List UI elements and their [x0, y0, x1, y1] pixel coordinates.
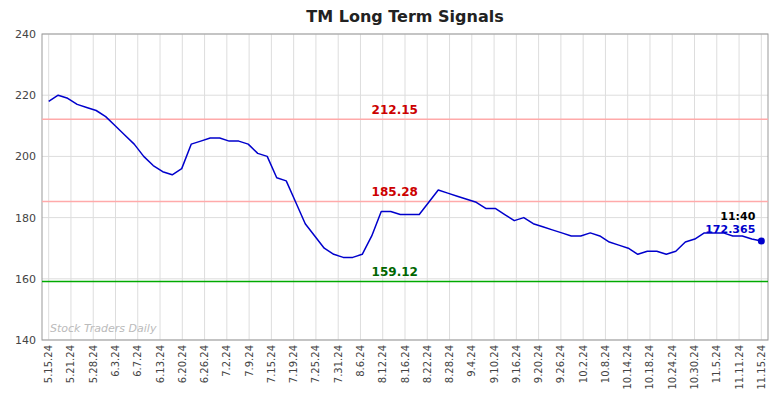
x-tick-label: 11.5.24	[711, 345, 722, 383]
x-tick-label: 8.22.24	[422, 345, 433, 383]
last-point-annotation: 11:40	[720, 210, 755, 223]
reference-line	[42, 281, 768, 283]
x-grid-line	[182, 34, 183, 340]
x-tick-label: 9.20.24	[533, 345, 544, 383]
x-grid-line	[583, 34, 584, 340]
x-grid-line	[427, 34, 428, 340]
x-tick-label: 10.14.24	[622, 345, 633, 390]
x-grid-line	[560, 34, 561, 340]
x-tick-label: 9.4.24	[466, 345, 477, 377]
x-tick-label: 9.26.24	[555, 345, 566, 383]
x-tick-label: 11.11.24	[734, 345, 745, 390]
x-grid-line	[694, 34, 695, 340]
x-tick-label: 6.26.24	[199, 345, 210, 383]
plot-frame	[42, 34, 768, 340]
x-tick-label: 6.13.24	[155, 345, 166, 383]
x-tick-label: 7.25.24	[310, 345, 321, 383]
x-tick-label: 6.3.24	[110, 345, 121, 377]
x-tick-label: 10.18.24	[644, 345, 655, 390]
x-tick-label: 8.12.24	[377, 345, 388, 383]
x-grid-line	[315, 34, 316, 340]
x-grid-line	[716, 34, 717, 340]
x-grid-line	[761, 34, 762, 340]
x-tick-label: 8.16.24	[400, 345, 411, 383]
x-tick-label: 7.19.24	[288, 345, 299, 383]
x-grid-line	[271, 34, 272, 340]
reference-line	[42, 201, 768, 203]
x-grid-line	[226, 34, 227, 340]
data-group	[42, 95, 768, 281]
x-tick-label: 6.20.24	[177, 345, 188, 383]
y-tick-label: 140	[15, 334, 36, 347]
x-tick-label: 5.28.24	[88, 345, 99, 383]
x-tick-label: 8.28.24	[444, 345, 455, 383]
x-grid-line	[338, 34, 339, 340]
last-point	[758, 237, 765, 244]
x-grid-line	[160, 34, 161, 340]
reference-label: 159.12	[372, 265, 418, 279]
x-grid-line	[249, 34, 250, 340]
x-grid-line	[627, 34, 628, 340]
reference-label: 212.15	[372, 103, 418, 117]
x-tick-label: 11.15.24	[756, 345, 767, 390]
x-grid-line	[449, 34, 450, 340]
x-tick-label: 6.7.24	[132, 345, 143, 377]
x-tick-label: 7.2.24	[221, 345, 232, 377]
x-grid-line	[137, 34, 138, 340]
last-point-annotation: 172.365	[705, 223, 755, 236]
x-tick-label: 8.6.24	[355, 345, 366, 377]
x-grid-line	[605, 34, 606, 340]
x-tick-label: 9.16.24	[511, 345, 522, 383]
x-grid-line	[48, 34, 49, 340]
x-grid-line	[494, 34, 495, 340]
x-grid-line	[672, 34, 673, 340]
y-tick-label: 200	[15, 150, 36, 163]
x-grid-line	[538, 34, 539, 340]
y-tick-label: 160	[15, 273, 36, 286]
x-tick-label: 10.24.24	[667, 345, 678, 390]
reference-label: 185.28	[372, 185, 418, 199]
y-tick-label: 240	[15, 28, 36, 41]
x-grid-line	[70, 34, 71, 340]
data-line	[49, 95, 762, 257]
x-grid-line	[471, 34, 472, 340]
x-grid-line	[204, 34, 205, 340]
y-tick-label: 180	[15, 212, 36, 225]
x-tick-label: 7.31.24	[333, 345, 344, 383]
x-tick-label: 10.2.24	[578, 345, 589, 383]
x-grid-line	[649, 34, 650, 340]
x-tick-label: 10.30.24	[689, 345, 700, 390]
x-grid-line	[115, 34, 116, 340]
x-tick-label: 7.9.24	[244, 345, 255, 377]
x-tick-label: 10.8.24	[600, 345, 611, 383]
x-grid-line	[739, 34, 740, 340]
grid	[42, 34, 768, 340]
watermark: Stock Traders Daily	[50, 322, 157, 335]
y-tick-label: 220	[15, 89, 36, 102]
title: TM Long Term Signals	[306, 7, 503, 26]
chart: TM Long Term Signals 140 160 180 200 220 240 5.…	[0, 0, 784, 398]
x-grid-line	[516, 34, 517, 340]
x-grid-line	[360, 34, 361, 340]
reference-line	[42, 118, 768, 120]
x-tick-label: 5.21.24	[65, 345, 76, 383]
x-tick-label: 9.10.24	[489, 345, 500, 383]
x-tick-label: 5.15.24	[43, 345, 54, 383]
x-tick-label: 7.15.24	[266, 345, 277, 383]
x-grid-line	[93, 34, 94, 340]
x-grid-line	[293, 34, 294, 340]
